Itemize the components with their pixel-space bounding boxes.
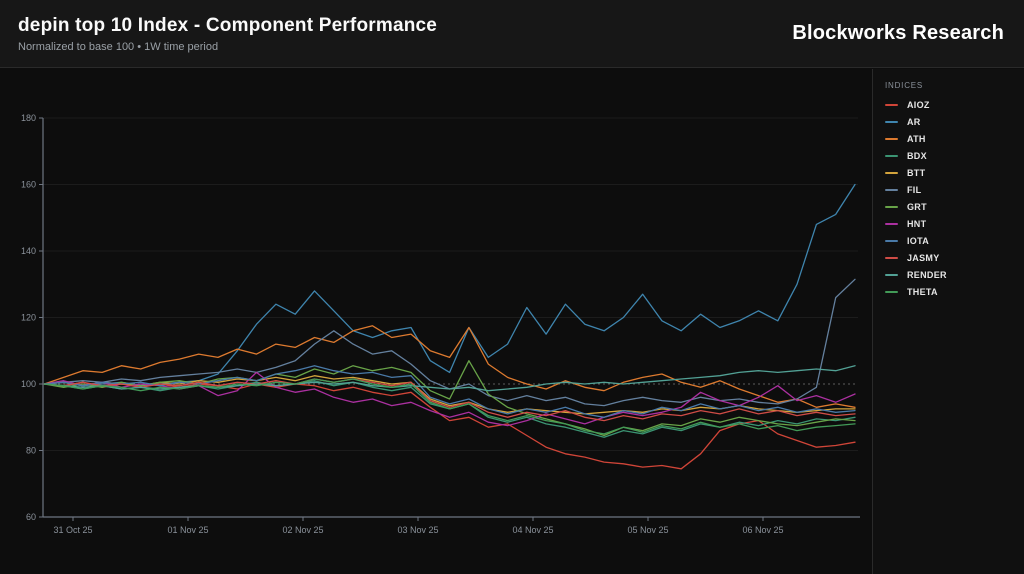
y-tick-label-180: 180 xyxy=(21,113,36,123)
legend-item-IOTA[interactable]: IOTA xyxy=(885,235,1014,246)
header: depin top 10 Index - Component Performan… xyxy=(0,0,1024,68)
series-line-RENDER[interactable] xyxy=(43,365,856,392)
chart-section: 60 80 100 120 140 160 180 31 Oct 25 01 Nov 25 02 … xyxy=(0,69,1024,574)
legend-label-RENDER: RENDER xyxy=(907,269,947,280)
legend-swatch-BTT xyxy=(885,171,898,174)
series-line-THETA[interactable] xyxy=(43,378,856,435)
y-tick-label-160: 160 xyxy=(21,180,36,190)
legend-swatch-GRT xyxy=(885,205,898,208)
legend-swatch-AIOZ xyxy=(885,103,898,106)
series-line-AR[interactable] xyxy=(43,183,856,387)
legend-swatch-JASMY xyxy=(885,256,898,259)
legend-item-GRT[interactable]: GRT xyxy=(885,201,1014,212)
legend-label-JASMY: JASMY xyxy=(907,252,940,263)
legend-label-BDX: BDX xyxy=(907,150,927,161)
x-tick-label-5: 05 Nov 25 xyxy=(627,525,668,535)
legend-item-AIOZ[interactable]: AIOZ xyxy=(885,99,1014,110)
legend-panel: INDICES AIOZ AR ATH BDX BTT FIL GRT HNT IOTA JASM… xyxy=(872,69,1024,574)
legend-item-FIL[interactable]: FIL xyxy=(885,184,1014,195)
series-line-ATH[interactable] xyxy=(43,325,856,408)
series-line-GRT[interactable] xyxy=(43,360,856,437)
x-tick-label-4: 04 Nov 25 xyxy=(512,525,553,535)
legend-label-FIL: FIL xyxy=(907,184,922,195)
legend-label-HNT: HNT xyxy=(907,218,927,229)
legend-item-THETA[interactable]: THETA xyxy=(885,286,1014,297)
y-tick-label-120: 120 xyxy=(21,313,36,323)
legend-swatch-THETA xyxy=(885,290,898,293)
y-tick-label-100: 100 xyxy=(21,379,36,389)
legend-swatch-FIL xyxy=(885,188,898,191)
legend-item-BDX[interactable]: BDX xyxy=(885,150,1014,161)
legend-swatch-HNT xyxy=(885,222,898,225)
series-line-JASMY[interactable] xyxy=(43,378,856,422)
legend-label-THETA: THETA xyxy=(907,286,938,297)
page-subtitle: Normalized to base 100 • 1W time period xyxy=(18,40,219,53)
legend-label-ATH: ATH xyxy=(907,133,926,144)
header-titles: depin top 10 Index - Component Performan… xyxy=(18,14,437,53)
performance-line-chart[interactable]: 60 80 100 120 140 160 180 31 Oct 25 01 Nov 25 02 … xyxy=(0,69,872,574)
legend-item-AR[interactable]: AR xyxy=(885,116,1014,127)
brand-logo: Blockworks Research xyxy=(792,22,1004,44)
legend-item-ATH[interactable]: ATH xyxy=(885,133,1014,144)
x-tick-label-6: 06 Nov 25 xyxy=(742,525,783,535)
legend-swatch-BDX xyxy=(885,154,898,157)
y-tick-label-80: 80 xyxy=(26,446,36,456)
legend-list: AIOZ AR ATH BDX BTT FIL GRT HNT IOTA JASMY RENDER T… xyxy=(885,99,1014,297)
series-line-IOTA[interactable] xyxy=(43,365,856,418)
legend-swatch-RENDER xyxy=(885,273,898,276)
x-tick-label-3: 03 Nov 25 xyxy=(397,525,438,535)
legend-swatch-IOTA xyxy=(885,239,898,242)
legend-label-IOTA: IOTA xyxy=(907,235,930,246)
y-tick-label-60: 60 xyxy=(26,512,36,522)
y-tick-label-140: 140 xyxy=(21,246,36,256)
x-tick-label-1: 01 Nov 25 xyxy=(167,525,208,535)
legend-swatch-AR xyxy=(885,120,898,123)
legend-item-JASMY[interactable]: JASMY xyxy=(885,252,1014,263)
legend-item-HNT[interactable]: HNT xyxy=(885,218,1014,229)
legend-item-RENDER[interactable]: RENDER xyxy=(885,269,1014,280)
legend-label-BTT: BTT xyxy=(907,167,926,178)
x-tick-label-0: 31 Oct 25 xyxy=(53,525,92,535)
legend-label-AR: AR xyxy=(907,116,921,127)
legend-swatch-ATH xyxy=(885,137,898,140)
x-tick-label-2: 02 Nov 25 xyxy=(282,525,323,535)
legend-label-GRT: GRT xyxy=(907,201,927,212)
page-title: depin top 10 Index - Component Performan… xyxy=(18,15,438,37)
legend-title: INDICES xyxy=(885,81,924,90)
legend-item-BTT[interactable]: BTT xyxy=(885,167,1014,178)
chart-area: 60 80 100 120 140 160 180 31 Oct 25 01 Nov 25 02 … xyxy=(0,69,872,574)
legend-label-AIOZ: AIOZ xyxy=(907,99,930,110)
